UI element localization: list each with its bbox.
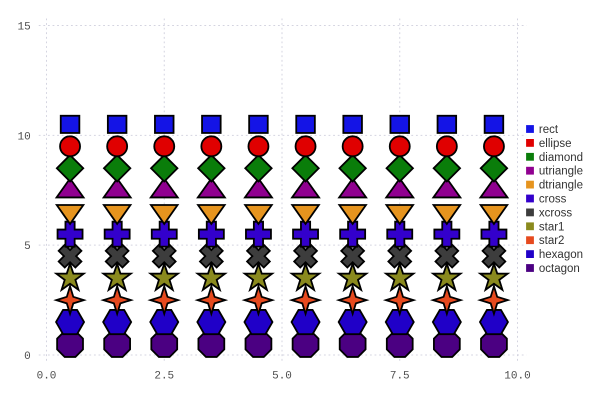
svg-text:5.0: 5.0 bbox=[272, 371, 292, 383]
svg-text:dtriangle: dtriangle bbox=[539, 180, 583, 192]
svg-text:ellipse: ellipse bbox=[539, 138, 572, 150]
svg-text:0: 0 bbox=[24, 351, 31, 363]
svg-text:hexagon: hexagon bbox=[539, 249, 583, 261]
svg-text:10: 10 bbox=[18, 131, 31, 143]
svg-text:star2: star2 bbox=[539, 235, 565, 247]
svg-text:diamond: diamond bbox=[539, 152, 583, 164]
svg-text:rect: rect bbox=[539, 124, 559, 136]
svg-text:2.5: 2.5 bbox=[154, 371, 174, 383]
svg-text:5: 5 bbox=[24, 241, 31, 253]
svg-text:15: 15 bbox=[18, 22, 31, 34]
svg-text:utriangle: utriangle bbox=[539, 166, 583, 178]
svg-text:xcross: xcross bbox=[539, 207, 572, 219]
svg-text:octagon: octagon bbox=[539, 263, 580, 275]
svg-text:10.0: 10.0 bbox=[504, 371, 530, 383]
svg-text:0.0: 0.0 bbox=[37, 371, 57, 383]
svg-text:7.5: 7.5 bbox=[390, 371, 410, 383]
svg-text:star1: star1 bbox=[539, 221, 565, 233]
svg-text:cross: cross bbox=[539, 194, 567, 206]
